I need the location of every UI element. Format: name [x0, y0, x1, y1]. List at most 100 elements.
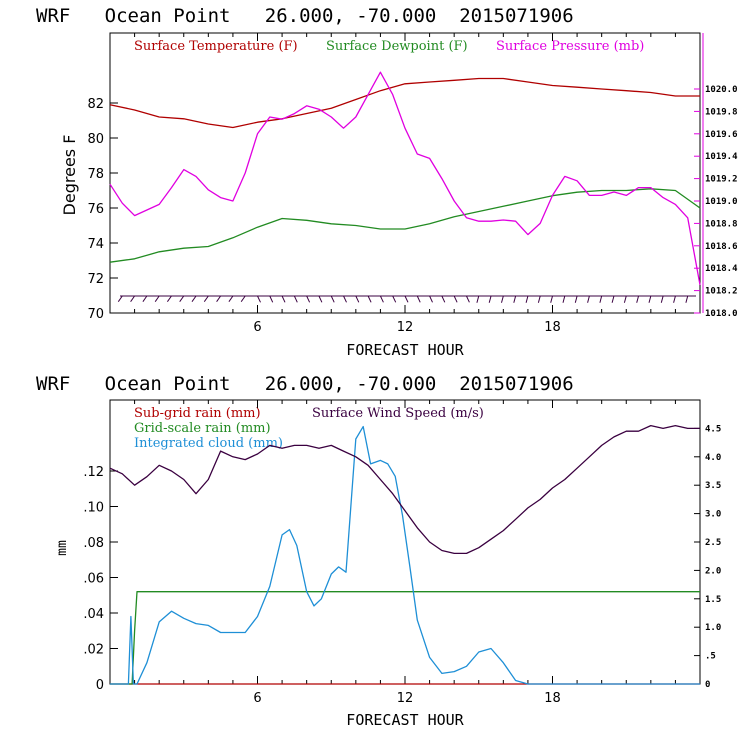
- wind-barb: [228, 295, 234, 302]
- y2-tick-label: 1019.4: [705, 152, 738, 162]
- wind-barb: [306, 295, 311, 303]
- wind-barbs: [117, 295, 696, 303]
- wind-barb: [441, 295, 446, 303]
- wind-barb: [550, 295, 553, 303]
- y-tick-label: 82: [87, 97, 104, 112]
- wind-barb: [130, 295, 135, 302]
- panel2-series: [109, 424, 700, 685]
- wind-barb: [429, 295, 433, 303]
- wind-barb: [117, 295, 123, 302]
- y2-tick-label: 1019.0: [705, 197, 738, 207]
- series-grid-scale-rain-mm: [110, 591, 700, 685]
- wind-barb: [392, 295, 397, 303]
- y-tick-label: .10: [83, 501, 104, 516]
- y2-tick-label: 1018.6: [705, 242, 738, 252]
- wind-barb: [330, 295, 335, 303]
- rain-cloud-wind-panel: WRF Ocean Point 26.000, -70.000 20150719…: [36, 373, 721, 729]
- y2-tick-label: 1019.6: [705, 130, 738, 140]
- wind-barb: [587, 295, 590, 303]
- wind-barb: [416, 295, 421, 303]
- panel1-series: [109, 71, 701, 286]
- panel2-xlabel: FORECAST HOUR: [346, 711, 464, 729]
- legend-temperature: Surface Temperature (F): [134, 39, 298, 54]
- y2-tick-label: 1018.8: [705, 219, 738, 229]
- wind-barb: [142, 295, 148, 302]
- series-surface-dewpoint-f: [109, 188, 701, 263]
- y2-tick-label: 2.0: [705, 566, 721, 576]
- wind-barb: [466, 295, 470, 303]
- legend-wind-speed: Surface Wind Speed (m/s): [312, 406, 484, 421]
- x-tick-label: 6: [253, 691, 261, 706]
- y2-tick-label: 1019.2: [705, 175, 738, 185]
- panel1-frame: [109, 32, 701, 314]
- wind-barb: [257, 295, 261, 303]
- y-tick-label: .04: [83, 607, 104, 622]
- x-tick-label: 18: [544, 691, 561, 706]
- legend-subgrid-rain: Sub-grid rain (mm): [134, 406, 261, 421]
- panel1-axes: 6 12 18 70 72 74 76 78 80 82 1018.0 1018.2 1018.4 101…: [87, 33, 738, 335]
- legend-gridscale-rain: Grid-scale rain (mm): [134, 421, 271, 436]
- wind-barb: [269, 295, 274, 303]
- series-integrated-cloud-mm: [110, 425, 700, 685]
- x-tick-label: 12: [397, 691, 414, 706]
- y2-tick-label: 3.0: [705, 510, 721, 520]
- wind-barb: [281, 295, 286, 303]
- y-tick-label: .12: [83, 465, 104, 480]
- y2-tick-label: 1018.0: [705, 309, 738, 319]
- wind-barb: [513, 295, 517, 303]
- panel1-title: WRF Ocean Point 26.000, -70.000 20150719…: [36, 5, 574, 27]
- wind-barb: [525, 295, 529, 303]
- wind-barb: [537, 295, 541, 303]
- panel2-title: WRF Ocean Point 26.000, -70.000 20150719…: [36, 373, 574, 395]
- y-tick-label: 76: [87, 202, 104, 217]
- legend-pressure: Surface Pressure (mb): [496, 39, 644, 54]
- x-tick-label: 6: [253, 320, 261, 335]
- legend-dewpoint: Surface Dewpoint (F): [326, 39, 468, 54]
- series-surface-wind-speed-m-s: [109, 424, 700, 555]
- wind-barb: [293, 295, 298, 303]
- wind-barb: [501, 295, 504, 303]
- y-tick-label: .06: [83, 572, 104, 587]
- panel2-axes: 6 12 18 0 .02 .04 .06 .08 .10 .12 0 .5 1.0 1.5 2.0 2.5 3…: [83, 400, 721, 706]
- y2-tick-label: 1020.0: [705, 85, 738, 95]
- wind-barb: [154, 295, 160, 302]
- wind-barb: [404, 295, 409, 303]
- wind-barb: [191, 295, 197, 302]
- y2-tick-label: 0: [705, 680, 710, 690]
- wind-barb: [240, 295, 246, 302]
- wind-barb: [355, 295, 360, 303]
- y-tick-label: 72: [87, 272, 104, 287]
- y2-tick-label: 1018.4: [705, 264, 738, 274]
- wind-barb: [367, 295, 372, 303]
- wind-barb: [216, 295, 222, 302]
- wind-barb: [179, 295, 185, 302]
- wind-barb: [453, 295, 458, 303]
- wind-barb: [318, 295, 323, 303]
- panel1-xlabel: FORECAST HOUR: [346, 341, 464, 359]
- wind-barb: [673, 295, 676, 303]
- series-surface-temperature-f: [109, 77, 700, 129]
- x-tick-label: 12: [397, 320, 414, 335]
- panel1-ylabel: Degrees F: [60, 135, 79, 216]
- legend-integrated-cloud: Integrated cloud (mm): [134, 436, 283, 451]
- y-tick-label: 70: [87, 307, 104, 322]
- wind-barb: [203, 295, 209, 302]
- wind-barb: [599, 295, 603, 303]
- panel2-ylabel: mm: [55, 540, 70, 556]
- wind-barb: [476, 295, 480, 303]
- wind-barb: [488, 295, 492, 303]
- y2-tick-label: 4.5: [705, 424, 721, 434]
- y2-tick-label: 4.0: [705, 453, 721, 463]
- y2-tick-label: 1.5: [705, 595, 721, 605]
- y-tick-label: 80: [87, 132, 104, 147]
- y2-tick-label: 1018.2: [705, 287, 738, 297]
- wind-barb: [574, 295, 578, 303]
- wind-barb: [685, 295, 689, 303]
- y-tick-label: .08: [83, 536, 104, 551]
- wind-barb: [562, 295, 566, 303]
- wind-barb: [623, 295, 627, 303]
- x-tick-label: 18: [544, 320, 561, 335]
- wind-barb: [379, 295, 384, 303]
- wind-barb: [343, 295, 347, 303]
